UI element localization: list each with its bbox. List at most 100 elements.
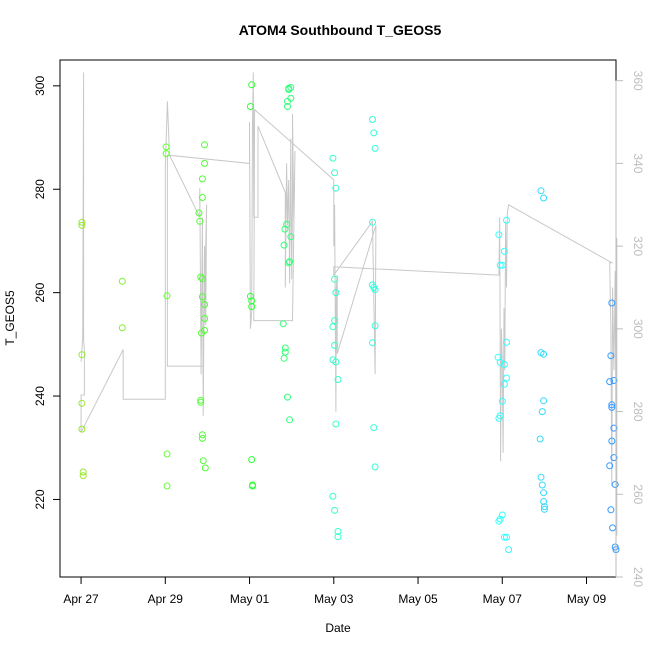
data-point [279, 320, 287, 328]
y-tick-label: 260 [33, 282, 47, 302]
data-point [370, 129, 378, 137]
data-point [371, 463, 379, 471]
data-point [331, 341, 339, 349]
data-point [198, 431, 206, 439]
data-point [370, 424, 378, 432]
data-point [199, 457, 207, 465]
y2-tick-label: 360 [631, 71, 645, 91]
data-point [201, 464, 209, 472]
y-axis-label: T_GEOS5 [3, 290, 17, 346]
y2-tick-label: 340 [631, 153, 645, 173]
data-point [538, 408, 546, 416]
data-point [505, 546, 513, 554]
data-point [540, 505, 548, 513]
data-point [607, 506, 615, 514]
data-point [287, 83, 295, 91]
data-point [537, 473, 545, 481]
data-point [162, 143, 170, 151]
data-point [496, 358, 504, 366]
x-axis-label: Date [325, 621, 351, 635]
data-point [163, 292, 171, 300]
data-point [536, 435, 544, 443]
x-tick-label: May 03 [314, 592, 354, 606]
data-point [332, 420, 340, 428]
data-point [78, 218, 86, 226]
data-point [540, 350, 548, 358]
data-point [284, 393, 291, 401]
data-point [248, 81, 256, 89]
data-point [334, 376, 342, 383]
data-point [162, 150, 170, 158]
data-point [281, 344, 289, 352]
data-point [610, 454, 618, 462]
x-tick-label: May 07 [483, 592, 523, 606]
data-point [503, 533, 510, 541]
data-point [198, 434, 206, 442]
data-point [329, 323, 337, 331]
data-point [284, 103, 291, 110]
y2-tick-label: 240 [631, 567, 645, 587]
data-point [540, 397, 548, 405]
data-point [503, 216, 510, 224]
data-point [78, 221, 86, 229]
data-point [201, 326, 208, 334]
data-point [500, 361, 508, 368]
data-point [332, 184, 340, 192]
data-point [540, 503, 548, 511]
data-point [610, 377, 618, 384]
x-tick-label: Apr 27 [63, 592, 99, 606]
data-point [370, 284, 378, 291]
data-point [287, 94, 295, 102]
data-point [608, 401, 616, 409]
data-point [332, 358, 340, 366]
series-line [80, 72, 618, 536]
data-point [283, 220, 291, 228]
data-point [201, 141, 208, 149]
data-point [606, 378, 614, 386]
data-point [606, 462, 614, 470]
data-point [334, 528, 342, 535]
y-axis-left: 220 240 260 280 300 [33, 76, 61, 509]
data-point [248, 456, 256, 464]
data-point [498, 397, 506, 405]
data-point [246, 103, 254, 110]
data-point [496, 261, 504, 269]
y-tick-label: 220 [33, 489, 47, 509]
y2-tick-label: 300 [631, 319, 645, 339]
data-point [198, 293, 206, 301]
data-point [608, 437, 616, 445]
data-point [287, 233, 295, 241]
chart-title: ATOM4 Southbound T_GEOS5 [239, 22, 442, 38]
y-tick-label: 280 [33, 179, 47, 199]
data-point [201, 315, 208, 322]
data-point [369, 218, 376, 226]
data-point [540, 194, 548, 202]
y2-tick-label: 320 [631, 236, 645, 256]
data-point [198, 275, 206, 283]
data-point [369, 116, 376, 123]
data-point [78, 351, 86, 359]
data-point [197, 273, 205, 281]
scatter-points [78, 81, 620, 554]
data-point [78, 425, 86, 433]
data-point [285, 259, 293, 267]
data-point [608, 403, 616, 411]
data-point [163, 482, 171, 490]
data-point [281, 225, 289, 233]
data-point [500, 247, 508, 255]
data-point [498, 511, 506, 519]
data-point [495, 231, 503, 239]
data-point [500, 533, 508, 541]
x-tick-label: May 05 [398, 592, 438, 606]
series-line-path [80, 72, 618, 536]
data-point [610, 424, 618, 432]
data-point [198, 175, 206, 183]
data-point [495, 414, 503, 422]
data-point [331, 169, 339, 177]
data-point [611, 481, 619, 488]
data-point [196, 217, 204, 225]
data-point [331, 506, 339, 514]
data-point [118, 277, 126, 285]
data-point [248, 303, 256, 311]
